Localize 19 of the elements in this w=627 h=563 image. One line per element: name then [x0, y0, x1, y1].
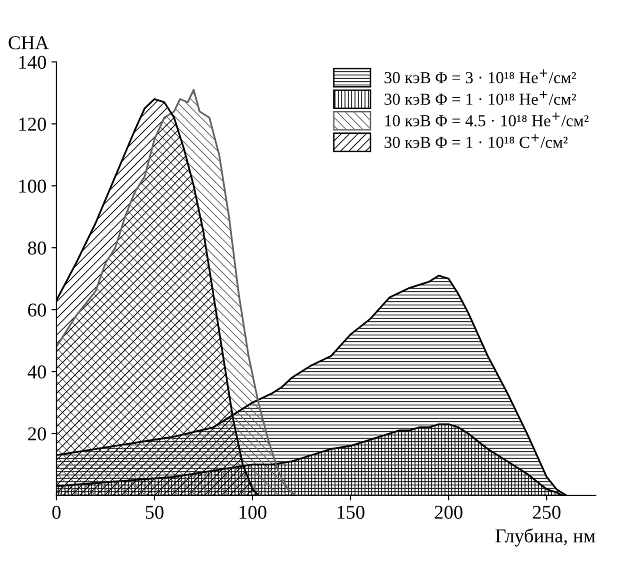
x-axis-title: Глубина, нм [496, 528, 596, 546]
y-tick-label: 140 [19, 56, 46, 69]
y-tick-label: 80 [28, 242, 46, 255]
y-tick-label: 120 [19, 118, 46, 131]
x-tick-label: 0 [52, 506, 61, 519]
y-tick-label: 100 [19, 180, 46, 193]
x-tick-label: 250 [532, 506, 560, 519]
legend-label: 10 кэВ Φ = 4.5 · 10¹⁸ He$^{+}$/см² [385, 112, 588, 126]
x-tick-label: 100 [240, 506, 266, 519]
y-tick-label: 40 [28, 365, 46, 379]
x-tick-label: 50 [146, 506, 164, 519]
legend-label: 30 кэВ Φ = 1 · 10¹⁸ C$^{+}$/см² [384, 134, 568, 148]
x-tick-label: 200 [434, 506, 462, 519]
y-axis-title: СНА [8, 36, 49, 50]
y-tick-label: 20 [28, 427, 46, 440]
legend-label: 30 кэВ Φ = 1 · 10¹⁸ He$^{+}$/см² [384, 90, 576, 105]
legend-label: 30 кэВ Φ = 3 · 10¹⁸ He$^{+}$/см² [384, 69, 576, 84]
y-tick-label: 60 [28, 303, 46, 317]
x-tick-label: 150 [338, 506, 364, 519]
